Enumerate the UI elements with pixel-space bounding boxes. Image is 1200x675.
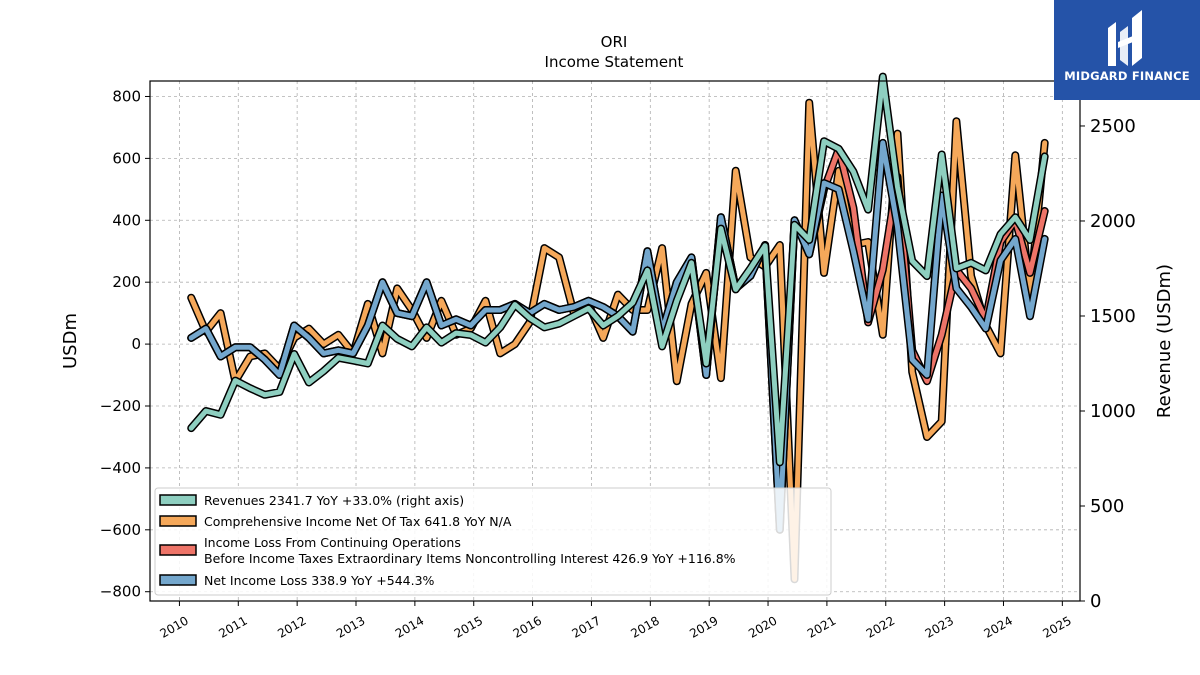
series-lines (187, 72, 1049, 584)
x-tick-label: 2010 (157, 613, 190, 640)
y-tick-label: −200 (100, 397, 141, 415)
y-tick-label: 800 (112, 87, 141, 105)
x-tick-label: 2023 (923, 613, 956, 640)
x-tick-label: 2020 (746, 613, 779, 640)
x-tick-label: 2024 (982, 613, 1015, 640)
x-tick-label: 2025 (1040, 613, 1073, 640)
y-tick-label: 600 (112, 149, 141, 167)
legend-label-comprehensive: Comprehensive Income Net Of Tax 641.8 Yo… (204, 514, 512, 529)
series-line-revenues (188, 74, 1048, 465)
chart-subtitle: Income Statement (545, 53, 684, 71)
x-tick-label: 2012 (275, 613, 308, 640)
y-right-tick-label: 2000 (1090, 211, 1136, 232)
y-right-tick-label: 2500 (1090, 116, 1136, 137)
y-tick-label: −800 (100, 583, 141, 601)
x-tick-label: 2014 (393, 613, 426, 640)
x-tick-label: 2017 (570, 613, 603, 640)
x-tick-label: 2011 (216, 613, 249, 640)
y-right-tick-label: 1000 (1090, 401, 1136, 422)
x-axis: 2010 2011 2012 2013 2014 2015 2016 2017 2018 2019… (157, 601, 1074, 641)
legend-label-revenues: Revenues 2341.7 YoY +33.0% (right axis) (204, 493, 464, 508)
x-tick-label: 2022 (864, 613, 897, 640)
y-tick-label: −600 (100, 521, 141, 539)
x-tick-label: 2016 (511, 613, 544, 640)
x-tick-label: 2013 (334, 613, 367, 640)
chart-title: ORI (601, 33, 628, 51)
y-axis-left-label: USDm (60, 313, 81, 369)
x-tick-label: 2018 (628, 613, 661, 640)
brand-logo: MIDGARD FINANCE (1054, 0, 1200, 100)
y-right-tick-label: 0 (1090, 591, 1101, 612)
x-tick-label: 2019 (687, 613, 720, 640)
logo-text: MIDGARD FINANCE (1064, 69, 1190, 83)
logo-mark-icon (1108, 10, 1142, 66)
y-tick-label: 400 (112, 211, 141, 229)
legend-swatch-revenues (159, 494, 197, 506)
y-axis-right-label: Revenue (USDm) (1154, 264, 1175, 418)
plot-frame (149, 80, 1081, 602)
y-right-tick-label: 1500 (1090, 306, 1136, 327)
legend-swatch-net_income (159, 574, 197, 586)
legend-label-continuing: Income Loss From Continuing Operations (204, 535, 461, 550)
x-tick-label: 2015 (452, 613, 485, 640)
y-tick-label: 200 (112, 273, 141, 291)
legend: Revenues 2341.7 YoY +33.0% (right axis) C… (154, 487, 832, 596)
legend-label-continuing: Before Income Taxes Extraordinary Items … (204, 551, 736, 566)
legend-swatch-continuing (159, 544, 197, 556)
legend-swatch-comprehensive (159, 515, 197, 527)
y-right-tick-label: 500 (1090, 496, 1124, 517)
y-axis-right: 0 500 1000 1500 2000 2500 (1080, 116, 1136, 612)
y-axis-left: −800 −600 −400 −200 0 200 400 600 800 (100, 87, 150, 601)
y-tick-label: 0 (131, 335, 141, 353)
legend-label-net_income: Net Income Loss 338.9 YoY +544.3% (204, 573, 435, 588)
legend-box (154, 487, 832, 596)
y-tick-label: −400 (100, 459, 141, 477)
x-tick-label: 2021 (805, 613, 838, 640)
